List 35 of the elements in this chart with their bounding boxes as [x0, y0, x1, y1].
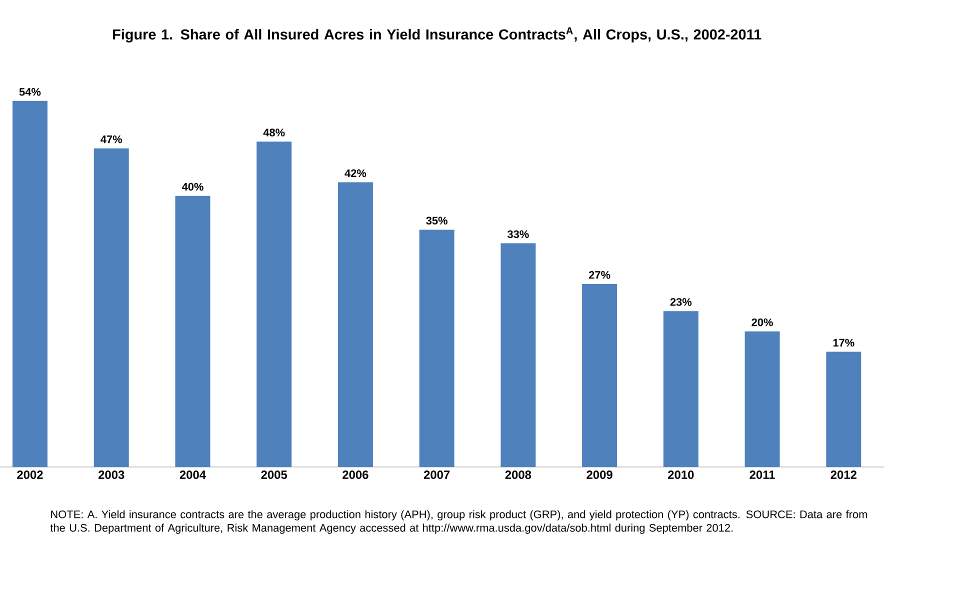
- x-tick-label: 2012: [830, 470, 856, 479]
- data-label: 33%: [507, 230, 529, 238]
- chart-title: Figure 1. Share of All Insured Acres in Yield Insurance Contracts$^{A}$, All Crops, U.S., 2002-2011: [113, 27, 762, 42]
- x-tick-label: 2003: [98, 470, 124, 480]
- data-label: 40%: [182, 182, 204, 191]
- data-label: 23%: [670, 298, 692, 306]
- bar: [744, 331, 780, 467]
- bar: [12, 100, 48, 467]
- data-label: 27%: [588, 271, 610, 279]
- x-tick-label: 2010: [668, 470, 694, 479]
- data-label: 48%: [263, 128, 285, 136]
- data-label: 42%: [344, 169, 366, 178]
- x-tick-label: 2011: [750, 470, 775, 479]
- data-label: 47%: [100, 135, 122, 144]
- bar: [338, 182, 373, 467]
- data-label: 54%: [19, 88, 41, 96]
- bar: [582, 284, 618, 467]
- x-tick-label: 2005: [261, 470, 288, 479]
- x-tick-label: 2009: [586, 470, 612, 479]
- bar: [419, 230, 454, 467]
- data-label: 17%: [833, 338, 854, 347]
- data-label: 35%: [426, 216, 448, 225]
- bar: [256, 142, 292, 467]
- x-tick-label: 2002: [17, 470, 43, 479]
- bar: [663, 311, 698, 467]
- bar: [500, 243, 536, 467]
- x-tick-label: 2008: [505, 470, 532, 479]
- bar: [175, 196, 210, 467]
- x-tick-label: 2004: [180, 470, 206, 479]
- data-label: 20%: [752, 318, 773, 326]
- bar: [826, 352, 862, 467]
- x-tick-label: 2006: [342, 470, 368, 479]
- text: NOTE: A. Yield insurance contracts are the average production history (APH), group risk product (GRP), and yield protection (YP) contracts. SOURCE: Data are from the U.S. Department of Agriculture, Risk Management Agency accessed at http://www.rma.usda.gov/data/sob.html during September 2012.: [50, 510, 867, 534]
- x-tick-label: 2007: [424, 470, 450, 479]
- bar: [94, 148, 129, 467]
